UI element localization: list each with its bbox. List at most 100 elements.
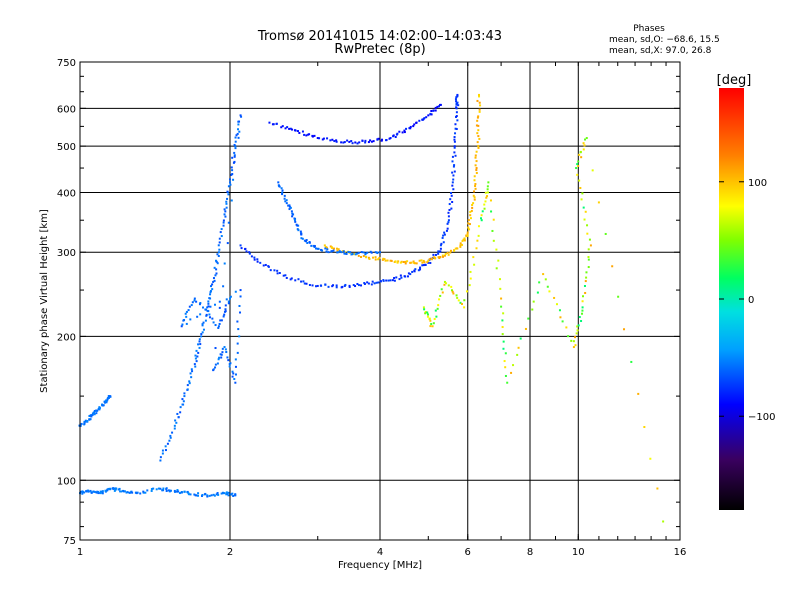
- data-point: [190, 368, 193, 371]
- data-point: [576, 325, 579, 328]
- data-point: [87, 490, 90, 493]
- data-point: [441, 254, 444, 257]
- data-point: [439, 250, 442, 253]
- colorbar-tick-label: 0: [748, 295, 754, 306]
- data-point: [581, 300, 584, 303]
- data-point: [510, 371, 513, 374]
- data-point: [114, 488, 117, 491]
- y-tick-label: 300: [57, 248, 76, 259]
- data-point: [345, 252, 348, 255]
- data-point: [225, 351, 228, 354]
- data-point: [222, 285, 225, 288]
- data-point: [447, 253, 450, 256]
- data-point: [354, 141, 357, 144]
- data-point: [343, 141, 346, 144]
- data-point: [178, 492, 181, 495]
- data-point: [168, 490, 171, 493]
- data-point: [308, 133, 311, 136]
- data-point: [450, 194, 453, 197]
- data-point: [459, 301, 462, 304]
- data-point: [476, 239, 479, 242]
- data-point: [291, 128, 294, 131]
- data-point: [115, 487, 118, 490]
- data-point: [466, 290, 469, 293]
- data-point: [236, 320, 239, 323]
- data-point: [236, 132, 239, 135]
- data-point: [450, 289, 453, 292]
- data-point: [203, 493, 206, 496]
- data-point: [457, 299, 460, 302]
- data-point: [308, 241, 311, 244]
- data-point: [343, 284, 346, 287]
- data-point: [447, 211, 450, 214]
- data-point: [413, 123, 416, 126]
- data-point: [447, 284, 450, 287]
- data-point: [225, 491, 228, 494]
- data-point: [233, 160, 236, 163]
- data-point: [499, 287, 502, 290]
- data-point: [150, 489, 153, 492]
- data-point: [423, 261, 426, 264]
- y-tick-label: 100: [57, 476, 76, 487]
- data-point: [459, 245, 462, 248]
- data-point: [288, 127, 291, 130]
- data-point: [409, 261, 412, 264]
- data-point: [577, 160, 580, 163]
- data-point: [217, 325, 220, 328]
- data-point: [467, 222, 470, 225]
- data-point: [574, 336, 577, 339]
- data-point: [119, 490, 122, 493]
- data-point: [211, 283, 214, 286]
- data-point: [381, 258, 384, 261]
- data-point: [333, 140, 336, 143]
- data-point: [103, 400, 106, 403]
- data-point: [474, 185, 477, 188]
- data-point: [419, 268, 422, 271]
- data-point: [209, 305, 212, 308]
- data-point: [277, 181, 280, 184]
- data-point: [212, 368, 215, 371]
- data-point: [144, 491, 147, 494]
- data-point: [89, 418, 92, 421]
- data-point: [502, 340, 505, 343]
- stats-o-mode: mean, sd,O: −68.6, 15.5: [609, 35, 720, 45]
- data-point: [218, 241, 221, 244]
- data-point: [480, 217, 483, 220]
- data-point: [322, 137, 325, 140]
- data-point: [467, 226, 470, 229]
- data-point: [475, 167, 478, 170]
- data-point: [577, 164, 580, 167]
- data-point: [443, 231, 446, 234]
- y-tick-label: 200: [57, 332, 76, 343]
- data-point: [197, 351, 200, 354]
- data-point: [211, 317, 214, 320]
- data-point: [331, 250, 334, 253]
- data-point: [369, 139, 372, 142]
- data-point: [219, 353, 222, 356]
- data-point: [109, 395, 112, 398]
- data-point: [224, 348, 227, 351]
- data-point: [360, 284, 363, 287]
- data-point: [179, 411, 182, 414]
- x-tick-label: 16: [674, 547, 687, 558]
- data-point: [583, 218, 586, 221]
- data-point: [341, 285, 344, 288]
- data-point: [434, 309, 437, 312]
- data-point: [294, 217, 297, 220]
- data-point: [500, 297, 503, 300]
- data-point: [477, 225, 480, 228]
- data-point: [582, 206, 585, 209]
- data-point: [325, 250, 328, 253]
- data-point: [209, 290, 212, 293]
- data-point: [239, 311, 242, 314]
- data-point: [611, 265, 614, 268]
- data-point: [422, 306, 425, 309]
- data-point: [227, 193, 230, 196]
- data-point: [105, 399, 108, 402]
- data-point: [475, 171, 478, 174]
- data-point: [406, 260, 409, 263]
- data-point: [448, 203, 451, 206]
- data-point: [398, 130, 401, 133]
- data-point: [434, 253, 437, 256]
- data-point: [190, 304, 193, 307]
